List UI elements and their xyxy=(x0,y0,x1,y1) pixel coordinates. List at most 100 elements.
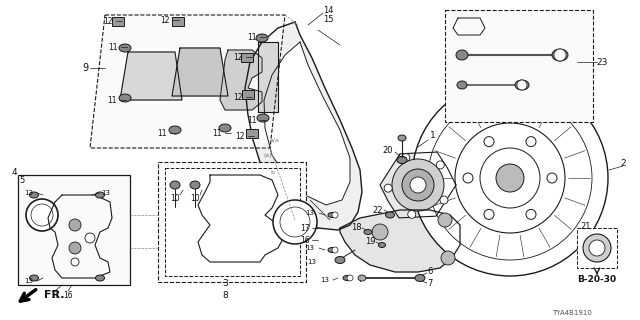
Text: 8: 8 xyxy=(222,291,228,300)
Text: 15: 15 xyxy=(323,14,333,23)
Circle shape xyxy=(71,258,79,266)
Text: 22: 22 xyxy=(372,205,383,214)
Circle shape xyxy=(402,169,434,201)
Text: 11: 11 xyxy=(157,129,167,138)
Text: 10: 10 xyxy=(190,194,200,203)
Circle shape xyxy=(347,275,353,281)
Text: 19: 19 xyxy=(365,236,375,245)
Ellipse shape xyxy=(364,229,372,235)
Ellipse shape xyxy=(415,275,425,282)
Circle shape xyxy=(273,200,317,244)
Circle shape xyxy=(402,154,410,162)
Bar xyxy=(112,17,124,26)
Ellipse shape xyxy=(95,192,104,198)
Text: b: b xyxy=(270,170,274,174)
Bar xyxy=(246,129,258,138)
Circle shape xyxy=(484,209,494,220)
Text: 10: 10 xyxy=(170,194,180,203)
Circle shape xyxy=(332,212,338,218)
Ellipse shape xyxy=(457,81,467,89)
Ellipse shape xyxy=(358,275,366,281)
Ellipse shape xyxy=(29,275,38,281)
Polygon shape xyxy=(120,52,182,100)
Circle shape xyxy=(441,251,455,265)
Circle shape xyxy=(26,199,58,231)
Text: 1: 1 xyxy=(430,131,436,140)
Text: 11: 11 xyxy=(247,33,257,42)
Polygon shape xyxy=(198,175,285,262)
Bar xyxy=(165,168,300,276)
Polygon shape xyxy=(258,42,278,112)
Bar xyxy=(241,53,253,62)
Circle shape xyxy=(438,213,452,227)
Text: 16: 16 xyxy=(63,291,73,300)
Text: 23: 23 xyxy=(596,58,608,67)
Circle shape xyxy=(408,210,416,218)
Ellipse shape xyxy=(456,50,468,60)
Ellipse shape xyxy=(119,44,131,52)
Ellipse shape xyxy=(170,181,180,189)
Text: 5: 5 xyxy=(19,175,24,185)
Text: 14: 14 xyxy=(323,5,333,14)
Bar xyxy=(577,228,617,268)
Circle shape xyxy=(455,123,565,233)
Circle shape xyxy=(436,161,444,169)
Ellipse shape xyxy=(343,276,351,281)
Text: 18: 18 xyxy=(351,222,362,231)
Circle shape xyxy=(589,240,605,256)
Ellipse shape xyxy=(257,114,269,122)
Ellipse shape xyxy=(397,156,407,164)
Text: 13: 13 xyxy=(24,190,33,196)
Text: 13: 13 xyxy=(305,245,314,251)
Text: 3: 3 xyxy=(222,278,228,287)
Text: 20: 20 xyxy=(383,146,393,155)
Circle shape xyxy=(392,159,444,211)
Circle shape xyxy=(384,184,392,192)
Circle shape xyxy=(484,137,494,147)
Polygon shape xyxy=(172,48,228,96)
Text: 13: 13 xyxy=(305,210,314,216)
Circle shape xyxy=(410,177,426,193)
Ellipse shape xyxy=(95,275,104,281)
Text: 2: 2 xyxy=(620,158,626,167)
Ellipse shape xyxy=(256,34,268,42)
Ellipse shape xyxy=(328,212,336,218)
Polygon shape xyxy=(90,15,285,148)
Bar xyxy=(18,175,130,285)
Circle shape xyxy=(440,196,448,204)
Ellipse shape xyxy=(552,49,568,61)
Text: FR.: FR. xyxy=(44,290,65,300)
Text: 11: 11 xyxy=(212,129,221,138)
Text: 16: 16 xyxy=(300,236,310,244)
Text: 7: 7 xyxy=(428,279,433,289)
Text: 9: 9 xyxy=(82,63,88,73)
Circle shape xyxy=(463,173,473,183)
Bar xyxy=(445,10,593,122)
Circle shape xyxy=(583,234,611,262)
Circle shape xyxy=(332,247,338,253)
Circle shape xyxy=(280,207,310,237)
Text: 4: 4 xyxy=(11,167,17,177)
Circle shape xyxy=(496,164,524,192)
Text: 13: 13 xyxy=(24,278,33,284)
Ellipse shape xyxy=(29,192,38,198)
Text: TYA4B1910: TYA4B1910 xyxy=(552,310,592,316)
Ellipse shape xyxy=(385,212,394,218)
Text: 12: 12 xyxy=(233,92,243,101)
Text: 12: 12 xyxy=(236,132,244,140)
Bar xyxy=(158,162,306,282)
Text: a/a: a/a xyxy=(270,138,280,142)
Text: 6: 6 xyxy=(428,268,433,276)
Text: 17: 17 xyxy=(300,223,310,233)
Circle shape xyxy=(526,209,536,220)
Text: 21: 21 xyxy=(580,221,591,230)
Polygon shape xyxy=(340,210,460,272)
Text: 17: 17 xyxy=(50,291,60,300)
Text: 11: 11 xyxy=(108,95,116,105)
Circle shape xyxy=(85,233,95,243)
Text: (a): (a) xyxy=(264,153,272,157)
Circle shape xyxy=(428,96,592,260)
Bar xyxy=(172,17,184,26)
Polygon shape xyxy=(380,152,456,218)
Bar xyxy=(242,90,254,99)
